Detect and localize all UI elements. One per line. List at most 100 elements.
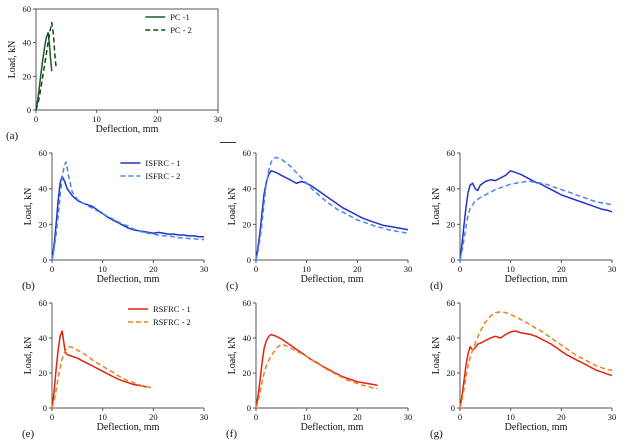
row-bottom: 0 10 20 30 0 20 40 60 Deflection, mm Load, kN RSFR…	[22, 296, 620, 443]
svg-text:60: 60	[39, 298, 48, 308]
panel-g: 0 10 20 30 0 20 40 60 Deflection, mm Load, kN (g)	[430, 296, 620, 443]
svg-text:0: 0	[43, 255, 47, 265]
panel-e: 0 10 20 30 0 20 40 60 Deflection, mm Load, kN RSFR…	[22, 296, 212, 443]
row-middle: 0 10 20 30 0 20 40 60 Deflection, mm Load, kN ISFR…	[22, 146, 620, 295]
svg-text:40: 40	[39, 333, 48, 343]
svg-text:60: 60	[243, 148, 252, 158]
svg-text:0: 0	[50, 412, 54, 422]
svg-text:RSFRC - 2: RSFRC - 2	[153, 317, 191, 327]
svg-text:ISFRC - 2: ISFRC - 2	[145, 171, 180, 181]
svg-text:20: 20	[149, 264, 158, 274]
panel-b: 0 10 20 30 0 20 40 60 Deflection, mm Load, kN ISFR…	[22, 146, 212, 295]
svg-text:20: 20	[23, 71, 32, 81]
svg-text:Load, kN: Load, kN	[23, 188, 34, 226]
svg-text:30: 30	[200, 412, 209, 422]
svg-text:Deflection, mm: Deflection, mm	[301, 274, 364, 285]
svg-text:Load, kN: Load, kN	[431, 337, 442, 375]
svg-text:30: 30	[404, 412, 413, 422]
svg-text:10: 10	[506, 412, 515, 422]
chart-b-canvas: 0 10 20 30 0 20 40 60 Deflection, mm Load, kN ISFR…	[23, 148, 209, 285]
svg-text:0: 0	[451, 255, 455, 265]
chart-f-canvas: 0 10 20 30 0 20 40 60 Deflection, mm Load, kN	[227, 298, 413, 433]
svg-text:0: 0	[27, 105, 31, 115]
svg-text:40: 40	[447, 333, 456, 343]
svg-text:40: 40	[447, 184, 456, 194]
svg-text:20: 20	[149, 412, 158, 422]
svg-text:30: 30	[214, 114, 223, 124]
svg-text:PC - 2: PC - 2	[170, 25, 192, 35]
panel-label-d: (d)	[430, 280, 443, 292]
svg-text:0: 0	[247, 403, 251, 413]
svg-text:20: 20	[243, 368, 252, 378]
svg-text:ISFRC - 1: ISFRC - 1	[145, 158, 180, 168]
svg-text:Load, kN: Load, kN	[23, 337, 34, 375]
svg-text:20: 20	[153, 114, 162, 124]
svg-text:0: 0	[50, 264, 54, 274]
svg-text:30: 30	[608, 264, 617, 274]
svg-text:60: 60	[447, 298, 456, 308]
svg-text:40: 40	[23, 38, 32, 48]
chart-a-canvas: 0 10 20 30 0 20 40 60 Deflection, mm Load, kN PC -…	[7, 4, 223, 135]
svg-text:Deflection, mm: Deflection, mm	[301, 422, 364, 433]
svg-text:60: 60	[243, 298, 252, 308]
svg-text:10: 10	[98, 264, 107, 274]
svg-text:20: 20	[243, 219, 252, 229]
panel-label-c: (c)	[226, 280, 239, 292]
panel-label-e: (e)	[22, 428, 35, 440]
svg-text:0: 0	[458, 264, 462, 274]
panel-label-g: (g)	[430, 428, 443, 440]
panel-label-f: (f)	[226, 428, 237, 440]
svg-text:20: 20	[557, 412, 566, 422]
svg-text:20: 20	[447, 368, 456, 378]
svg-text:10: 10	[98, 412, 107, 422]
svg-text:Deflection, mm: Deflection, mm	[96, 124, 159, 135]
svg-text:40: 40	[243, 184, 252, 194]
svg-text:30: 30	[404, 264, 413, 274]
svg-text:0: 0	[43, 403, 47, 413]
svg-text:20: 20	[39, 368, 48, 378]
panel-label-a: (a)	[6, 130, 19, 142]
svg-text:10: 10	[506, 264, 515, 274]
svg-text:20: 20	[353, 412, 362, 422]
svg-text:10: 10	[302, 412, 311, 422]
panel-a: 0 10 20 30 0 20 40 60 Deflection, mm Load, kN PC -…	[6, 2, 226, 145]
svg-text:Deflection, mm: Deflection, mm	[97, 422, 160, 433]
svg-text:Deflection, mm: Deflection, mm	[505, 422, 568, 433]
svg-text:10: 10	[92, 114, 101, 124]
chart-g-canvas: 0 10 20 30 0 20 40 60 Deflection, mm Load, kN	[431, 298, 617, 433]
svg-text:40: 40	[243, 333, 252, 343]
stray-mark	[220, 142, 236, 143]
svg-text:0: 0	[458, 412, 462, 422]
svg-text:20: 20	[39, 219, 48, 229]
row-top: 0 10 20 30 0 20 40 60 Deflection, mm Load, kN PC -…	[6, 2, 226, 145]
svg-text:20: 20	[557, 264, 566, 274]
svg-text:60: 60	[39, 148, 48, 158]
svg-text:Load, kN: Load, kN	[7, 41, 18, 79]
svg-text:30: 30	[200, 264, 209, 274]
panel-label-b: (b)	[22, 280, 35, 292]
svg-text:20: 20	[353, 264, 362, 274]
panel-f: 0 10 20 30 0 20 40 60 Deflection, mm Load, kN (f)	[226, 296, 416, 443]
svg-text:Load, kN: Load, kN	[227, 188, 238, 226]
chart-e-canvas: 0 10 20 30 0 20 40 60 Deflection, mm Load, kN RSFR…	[23, 298, 209, 433]
chart-c-canvas: 0 10 20 30 0 20 40 60 Deflection, mm Load, kN	[227, 148, 413, 285]
svg-text:0: 0	[451, 403, 455, 413]
svg-text:0: 0	[254, 412, 258, 422]
svg-text:0: 0	[34, 114, 38, 124]
svg-text:Load, kN: Load, kN	[431, 188, 442, 226]
svg-text:30: 30	[608, 412, 617, 422]
panel-d: 0 10 20 30 0 20 40 60 Deflection, mm Load, kN (d)	[430, 146, 620, 295]
svg-text:PC -1: PC -1	[170, 12, 190, 22]
svg-text:60: 60	[447, 148, 456, 158]
svg-text:Deflection, mm: Deflection, mm	[97, 274, 160, 285]
svg-text:0: 0	[254, 264, 258, 274]
svg-text:Load, kN: Load, kN	[227, 337, 238, 375]
svg-text:RSFRC - 1: RSFRC - 1	[153, 304, 191, 314]
svg-text:40: 40	[39, 184, 48, 194]
svg-text:10: 10	[302, 264, 311, 274]
panel-c: 0 10 20 30 0 20 40 60 Deflection, mm Load, kN (c)	[226, 146, 416, 295]
chart-d-canvas: 0 10 20 30 0 20 40 60 Deflection, mm Load, kN	[431, 148, 617, 285]
svg-text:20: 20	[447, 219, 456, 229]
svg-text:60: 60	[23, 4, 32, 14]
svg-text:0: 0	[247, 255, 251, 265]
